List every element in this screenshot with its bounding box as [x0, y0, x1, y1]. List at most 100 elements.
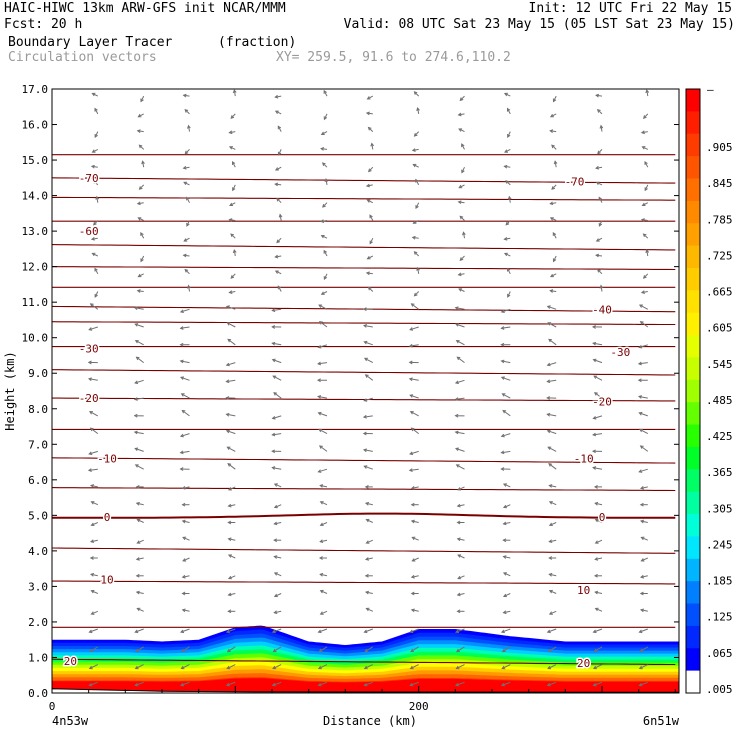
y-tick-label: 3.0 [28, 580, 48, 593]
circulation-vector [89, 628, 98, 633]
vector-arrowhead [273, 572, 278, 576]
circulation-vector [274, 483, 282, 488]
vector-arrowhead [638, 665, 643, 670]
vector-arrowhead [500, 376, 505, 380]
circulation-vector [549, 485, 557, 488]
circulation-vector [547, 446, 557, 452]
circulation-vector [457, 593, 465, 596]
vector-arrowhead [317, 469, 322, 473]
circulation-vector [318, 362, 328, 365]
circulation-vector [182, 486, 190, 489]
circulation-vector [547, 322, 557, 328]
vector-arrowhead [597, 150, 601, 155]
vector-arrowhead [503, 164, 508, 169]
colorbar-swatch [686, 648, 700, 672]
circulation-vector [547, 305, 557, 310]
vector-arrowhead [181, 591, 186, 596]
circulation-vector [410, 681, 419, 686]
circulation-vector [455, 681, 465, 686]
vector-arrowhead [640, 130, 645, 135]
vector-arrowhead [412, 163, 417, 168]
vector-arrowhead [501, 665, 506, 670]
vector-arrowhead [317, 411, 322, 416]
circulation-vector [594, 392, 603, 399]
circulation-vector [549, 610, 557, 615]
vector-arrowhead [227, 503, 232, 508]
circulation-vector [409, 450, 419, 455]
vector-arrowhead [639, 648, 644, 653]
circulation-vector [134, 307, 144, 310]
circulation-vector [503, 504, 511, 508]
isotherm-line [52, 512, 676, 519]
circulation-vector [180, 360, 190, 364]
vector-arrowhead [365, 183, 370, 188]
circulation-vector [639, 646, 649, 653]
circulation-vector [272, 664, 282, 669]
circulation-vector [89, 450, 98, 455]
vector-arrowhead [415, 205, 419, 210]
y-axis-label: Height (km) [3, 351, 17, 430]
vector-arrowhead [640, 218, 645, 222]
colorbar-label: .005 [706, 683, 733, 696]
vector-arrowhead [599, 284, 604, 289]
vector-arrowhead [226, 665, 231, 670]
vector-arrowhead [225, 396, 230, 400]
vector-arrowhead [409, 451, 414, 456]
vector-arrowhead [502, 572, 507, 576]
vector-arrowhead [184, 108, 189, 113]
vector-arrowhead [412, 220, 417, 224]
vector-arrowhead [370, 142, 375, 147]
y-tick-label: 11.0 [22, 296, 49, 309]
colorbar-label: .425 [706, 430, 733, 443]
vector-arrowhead [179, 342, 184, 347]
vector-arrowhead [548, 539, 553, 543]
circulation-vector [503, 572, 511, 577]
colorbar-swatch [686, 245, 700, 269]
circulation-vector [547, 413, 557, 417]
vector-arrowhead [228, 130, 233, 135]
vector-arrowhead [88, 451, 93, 456]
y-tick-label: 7.0 [28, 438, 48, 451]
vector-arrowhead [598, 196, 602, 201]
vector-arrowhead [273, 555, 278, 559]
circulation-vector [455, 431, 465, 435]
circulation-vector [89, 664, 99, 669]
circulation-vector [180, 376, 190, 381]
vector-arrowhead [316, 378, 321, 383]
vector-arrowhead [455, 340, 460, 344]
circulation-vector [639, 304, 649, 310]
vector-arrowhead [598, 222, 603, 227]
vector-arrowhead [461, 143, 465, 148]
vector-arrowhead [91, 149, 96, 153]
vector-arrowhead [134, 323, 139, 327]
vector-arrowhead [232, 160, 236, 165]
isotherm-label: -10 [97, 453, 117, 466]
vector-arrowhead [319, 484, 324, 488]
circulation-vector [593, 415, 603, 419]
vector-arrowhead [135, 573, 140, 578]
vector-arrowhead [225, 629, 230, 634]
circulation-vector [274, 522, 282, 525]
colorbar-swatch [686, 424, 700, 448]
vector-arrowhead [548, 589, 553, 594]
colorbar-swatch [686, 514, 700, 537]
circulation-vector [593, 375, 603, 381]
colorbar-swatch [686, 603, 700, 627]
vector-arrowhead [549, 129, 554, 134]
circulation-vector [456, 340, 465, 346]
circulation-vector [90, 573, 98, 577]
vector-arrowhead [546, 629, 551, 634]
vector-arrowhead [271, 682, 276, 687]
circulation-vector [412, 557, 419, 562]
vector-arrowhead [644, 187, 648, 192]
vector-arrowhead [411, 235, 416, 240]
vector-arrowhead [136, 540, 141, 544]
vector-arrowhead [502, 610, 507, 615]
isotherm-label: -20 [79, 392, 99, 405]
vector-arrowhead [461, 169, 465, 174]
vector-arrowhead [318, 648, 323, 653]
vector-arrowhead [183, 238, 188, 242]
vector-arrowhead [637, 395, 642, 399]
circulation-vector [320, 610, 328, 615]
vector-arrowhead [136, 289, 141, 293]
